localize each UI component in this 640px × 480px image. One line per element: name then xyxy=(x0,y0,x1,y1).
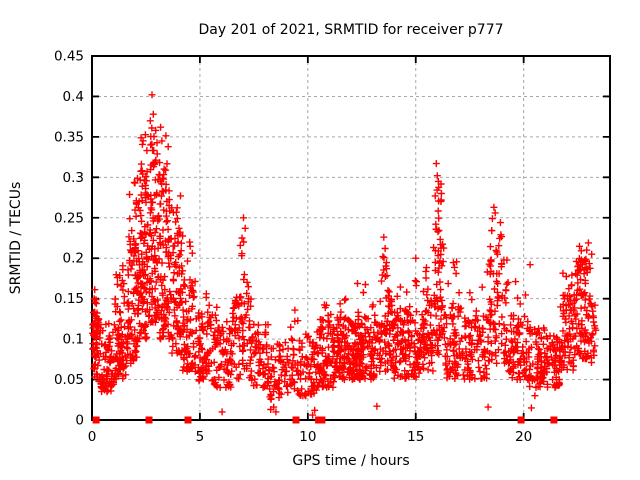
zero-flag-square xyxy=(318,416,326,424)
zero-flag-square xyxy=(550,416,558,424)
y-tick-label: 0.25 xyxy=(54,210,84,226)
scatter-data-points xyxy=(89,91,600,419)
y-tick-label: 0.4 xyxy=(63,89,84,105)
zero-flag-square xyxy=(145,416,153,424)
chart-title: Day 201 of 2021, SRMTID for receiver p77… xyxy=(198,22,503,38)
tick-labels: 0 5 10 15 20 0 0.05 0.1 0.15 0.2 0.25 0.3 0.35 0.4 0.4… xyxy=(54,49,532,446)
zero-flag-square xyxy=(184,416,192,424)
x-tick-label: 5 xyxy=(196,429,205,445)
y-tick-label: 0.2 xyxy=(63,251,84,267)
y-tick-label: 0 xyxy=(75,413,84,429)
y-axis-label: SRMTID / TECUs xyxy=(8,182,24,295)
zero-flag-square xyxy=(292,416,300,424)
plot-border xyxy=(91,55,611,421)
y-tick-label: 0.1 xyxy=(63,332,84,348)
x-tick-label: 15 xyxy=(407,429,424,445)
zero-flag-square xyxy=(517,416,525,424)
x-tick-label: 10 xyxy=(299,429,316,445)
x-axis-label: GPS time / hours xyxy=(292,453,409,469)
srmtid-plus-markers xyxy=(89,91,600,419)
y-tick-label: 0.15 xyxy=(54,291,84,307)
x-tick-label: 0 xyxy=(88,429,97,445)
x-tick-label: 20 xyxy=(515,429,532,445)
y-tick-label: 0.3 xyxy=(63,170,84,186)
y-tick-label: 0.35 xyxy=(54,129,84,145)
y-tick-label: 0.05 xyxy=(54,372,84,388)
zero-flag-square xyxy=(92,416,100,424)
y-tick-label: 0.45 xyxy=(54,49,84,65)
zero-flag-squares xyxy=(92,416,558,424)
